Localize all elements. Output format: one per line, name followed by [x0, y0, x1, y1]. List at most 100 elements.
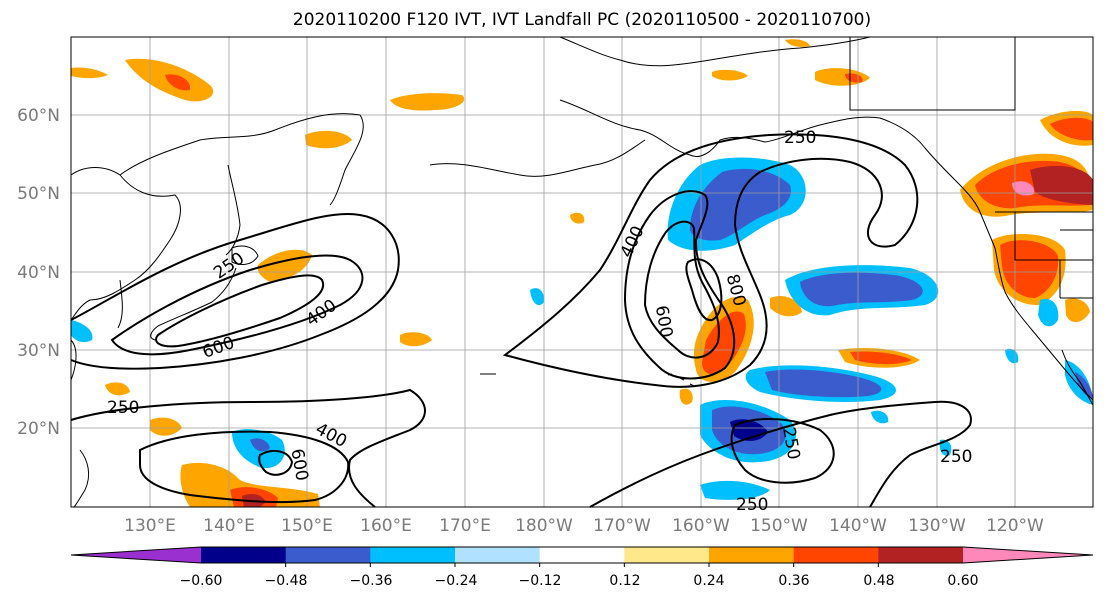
- shade-darkred-bc: [1030, 165, 1093, 205]
- lon-label: 120°W: [986, 516, 1044, 536]
- colorbar-outline: [70, 546, 1094, 564]
- shade-blue-gulf-alaska: [690, 168, 791, 241]
- colorbar-tick-label: −0.48: [265, 573, 308, 589]
- colorbar-cell: [624, 547, 710, 563]
- contour-label: 250: [784, 128, 816, 148]
- colorbar-cell: [878, 547, 964, 563]
- shade-orange-small-7: [570, 212, 585, 224]
- contour-250-west: [70, 213, 400, 370]
- shade-lightblue-small-4: [71, 320, 93, 343]
- coastline-us-west: [994, 247, 1094, 401]
- lon-label: 160°W: [672, 516, 730, 536]
- colorbar-ticks: [285, 563, 879, 567]
- border-canada-us-1: [849, 37, 1016, 111]
- lon-label: 130°W: [908, 516, 966, 536]
- contour-400-west: [110, 254, 364, 356]
- shade-lightblue-small-1: [530, 288, 545, 306]
- shade-orange-far-west: [71, 67, 108, 79]
- shade-red-north-east: [1050, 117, 1093, 141]
- contour-400-southeast: [730, 417, 835, 484]
- colorbar-tick-label: 0.24: [693, 573, 724, 589]
- shade-orange-small-5: [1065, 298, 1090, 323]
- shade-orange-sw-pacific: [180, 462, 320, 507]
- coastline-philippines: [73, 449, 90, 508]
- shade-red-central: [702, 311, 746, 375]
- lon-label: 180°W: [515, 516, 573, 536]
- lon-label: 150°W: [750, 516, 808, 536]
- coastline-okhotsk: [119, 113, 364, 206]
- shade-orange-small-2: [150, 417, 182, 436]
- shade-red-sea-of-okhotsk: [165, 74, 191, 91]
- figure-title: 2020110200 F120 IVT, IVT Landfall PC (20…: [293, 10, 871, 30]
- coastline-bc-coast: [954, 179, 996, 249]
- contour-600-west: [155, 274, 325, 348]
- shade-orange-arctic-3: [785, 39, 810, 47]
- shade-blue-hawaii-band: [765, 369, 882, 398]
- contour-label: 250: [940, 447, 972, 467]
- coastline-alaska-north: [559, 36, 871, 67]
- colorbar-tick-label: −0.60: [180, 573, 223, 589]
- shade-orange-small-4: [770, 295, 802, 317]
- coastline-baja: [1061, 349, 1094, 406]
- colorbar-cell: [539, 547, 625, 563]
- shade-orange-arctic-2: [712, 69, 748, 81]
- colorbar-tick-label: −0.24: [435, 573, 478, 589]
- coastline-korea: [117, 279, 123, 329]
- colorbar-cell: [709, 547, 795, 563]
- colorbar-extend-max: [963, 547, 1093, 563]
- shade-orange-small-1: [105, 382, 130, 396]
- colorbar-cell: [201, 547, 287, 563]
- colorbar-tick-label: −0.36: [350, 573, 393, 589]
- colorbar-tick-label: 0.48: [863, 573, 894, 589]
- contour-800-central: [685, 258, 723, 322]
- colorbar-cell: [285, 547, 371, 563]
- map-frame: [70, 36, 1094, 508]
- colorbar-tick-label: 0.36: [778, 573, 809, 589]
- colorbar-tick-label: 0.60: [947, 573, 978, 589]
- coastlines: [70, 36, 1094, 508]
- contour-400-central: [623, 190, 736, 380]
- positive-anomaly-shading: [71, 39, 1093, 507]
- coastline-honshu: [150, 267, 237, 341]
- shade-lightblue-small-2: [939, 439, 952, 456]
- contour-250-south: [70, 388, 972, 508]
- shade-red-hawaii-band: [850, 351, 912, 365]
- lon-label: 140°W: [829, 516, 887, 536]
- lat-label: 60°N: [17, 106, 60, 126]
- lat-label: 20°N: [17, 419, 60, 439]
- shade-blue-east-pacific: [800, 272, 923, 307]
- contour-label: 250: [736, 495, 768, 515]
- lon-label: 160°E: [360, 516, 412, 536]
- contour-600-central: [643, 220, 720, 359]
- lat-label: 50°N: [17, 184, 60, 204]
- shade-orange-bering-west: [390, 93, 465, 111]
- coastline-sakhalin: [225, 164, 241, 256]
- lat-label: 40°N: [17, 263, 60, 283]
- shade-lightblue-small-3: [871, 410, 889, 424]
- border-states: [1014, 212, 1093, 298]
- colorbar-cell: [370, 547, 456, 563]
- colorbar-tick-label: −0.12: [519, 573, 562, 589]
- longitude-labels: 130°E 140°E 150°E 160°E 170°E 180°W 170°…: [124, 516, 1044, 536]
- contour-400-south: [139, 430, 350, 504]
- shade-pink-bc: [1012, 181, 1035, 196]
- shade-orange-kamchatka: [305, 130, 352, 149]
- contour-250-central: [502, 133, 919, 388]
- colorbar-extend-min: [71, 547, 201, 563]
- contour-label: 250: [107, 398, 139, 418]
- coastline-hokkaido: [231, 245, 259, 265]
- map-panel: 250 250 400 600 250 400 600 400 800 600 …: [70, 36, 1094, 515]
- lat-label: 30°N: [17, 341, 60, 361]
- colorbar-cells: [70, 546, 1094, 564]
- colorbar-cell: [793, 547, 879, 563]
- colorbar-tick-label: 0.12: [609, 573, 640, 589]
- lon-label: 130°E: [124, 516, 176, 536]
- ivt-contours: [70, 133, 972, 508]
- shade-lightblue-southeast: [700, 480, 770, 500]
- coastline-aleutians: [429, 139, 646, 177]
- shade-orange-small-3: [400, 332, 432, 347]
- shade-lightblue-sw-coast: [1038, 299, 1059, 327]
- shade-blue-west-tropics: [250, 438, 270, 452]
- shade-orange-small-6: [679, 388, 693, 405]
